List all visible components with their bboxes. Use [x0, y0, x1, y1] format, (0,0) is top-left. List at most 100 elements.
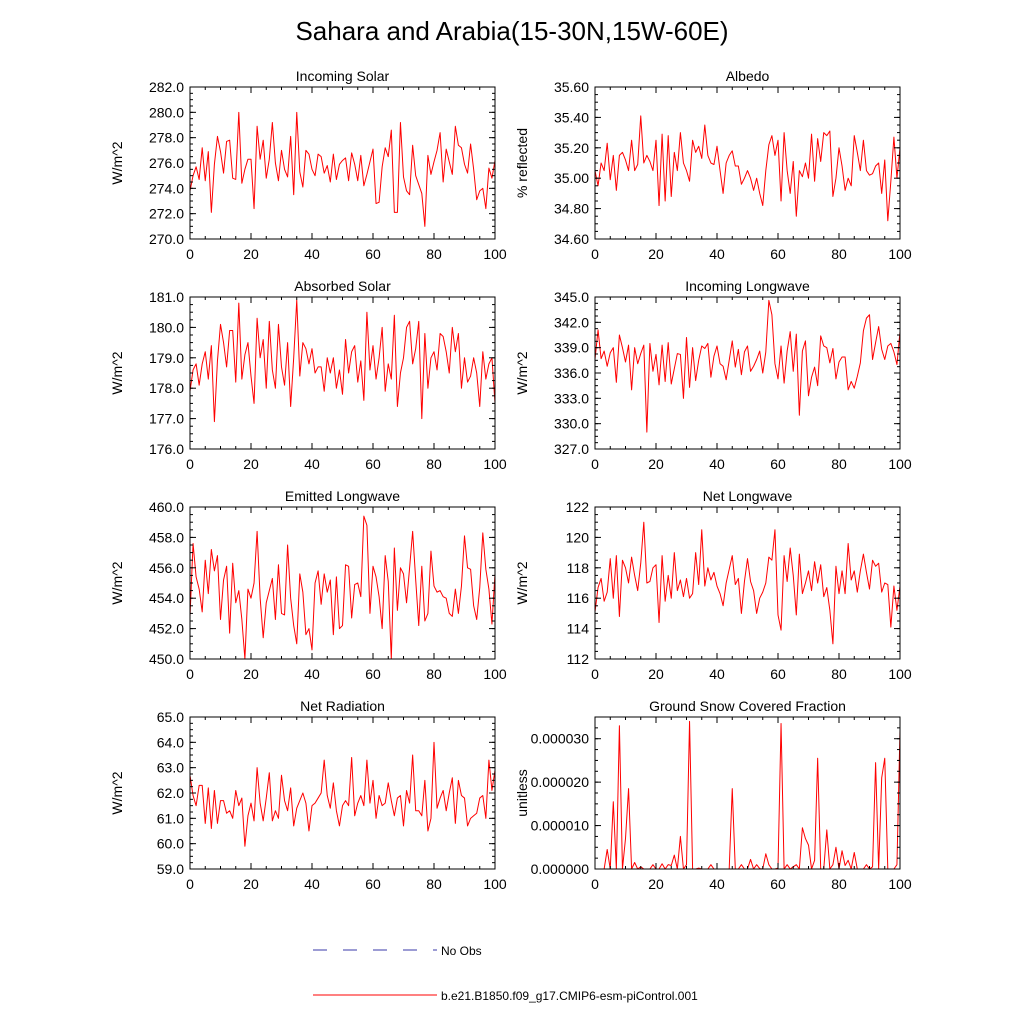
panel-title: Ground Snow Covered Fraction — [649, 698, 846, 714]
y-tick-label: 460.0 — [149, 499, 184, 515]
y-tick-label: 180.0 — [149, 319, 184, 335]
y-tick-label: 280.0 — [149, 104, 184, 120]
series-line — [189, 299, 496, 423]
x-tick-label: 100 — [888, 666, 912, 682]
x-tick-label: 80 — [831, 876, 847, 892]
x-tick-label: 40 — [709, 456, 725, 472]
x-tick-label: 0 — [186, 456, 194, 472]
panels-group: Incoming Solar W/m^2 0 20 40 60 80 100 270.0 272.… — [109, 68, 912, 892]
y-tick-label: 333.0 — [554, 390, 589, 406]
x-tick-label: 0 — [591, 666, 599, 682]
y-tick-label: 270.0 — [149, 231, 184, 247]
x-tick-label: 80 — [426, 246, 442, 262]
x-tick-label: 100 — [483, 246, 507, 262]
y-tick-label: 62.0 — [157, 785, 184, 801]
x-tick-label: 100 — [483, 456, 507, 472]
x-tick-label: 80 — [426, 666, 442, 682]
x-tick-label: 60 — [770, 876, 786, 892]
x-tick-label: 20 — [648, 456, 664, 472]
x-tick-label: 40 — [709, 666, 725, 682]
y-tick-label: 118 — [567, 560, 590, 576]
plot-frame — [594, 506, 901, 660]
x-tick-label: 40 — [304, 876, 320, 892]
x-tick-label: 80 — [831, 456, 847, 472]
x-tick-label: 80 — [426, 876, 442, 892]
x-tick-label: 100 — [888, 876, 912, 892]
y-tick-label: 35.20 — [554, 140, 589, 156]
y-tick-label: 274.0 — [149, 180, 184, 196]
x-tick-label: 20 — [243, 456, 259, 472]
x-tick-label: 20 — [243, 876, 259, 892]
y-tick-label: 178.0 — [149, 380, 184, 396]
plot-frame — [594, 86, 901, 240]
x-tick-label: 100 — [483, 876, 507, 892]
panel-title: Incoming Longwave — [685, 278, 810, 294]
y-axis-label: % reflected — [514, 128, 530, 198]
panel-title: Absorbed Solar — [294, 278, 391, 294]
y-tick-label: 0.000020 — [531, 774, 590, 790]
x-tick-label: 60 — [770, 246, 786, 262]
series-line — [189, 741, 496, 847]
series-line — [594, 299, 901, 433]
x-tick-label: 20 — [648, 876, 664, 892]
y-tick-label: 120 — [566, 529, 590, 545]
y-tick-label: 272.0 — [149, 206, 184, 222]
y-tick-label: 61.0 — [157, 810, 184, 826]
series-line — [189, 515, 496, 660]
x-tick-label: 0 — [186, 666, 194, 682]
plot-frame — [189, 506, 496, 660]
x-tick-label: 0 — [591, 456, 599, 472]
panel-title: Albedo — [726, 68, 770, 84]
y-tick-label: 65.0 — [157, 709, 184, 725]
y-tick-label: 177.0 — [149, 411, 184, 427]
legend-label-no-obs: No Obs — [441, 944, 482, 958]
plot-frame — [594, 716, 901, 870]
y-axis-label: W/m^2 — [109, 351, 125, 394]
panel-title: Net Radiation — [300, 698, 385, 714]
y-tick-label: 336.0 — [554, 365, 589, 381]
y-tick-label: 452.0 — [149, 621, 184, 637]
y-tick-label: 176.0 — [149, 441, 184, 457]
y-tick-label: 122 — [566, 499, 590, 515]
series-line — [594, 115, 901, 222]
x-tick-label: 100 — [483, 666, 507, 682]
y-axis-label: W/m^2 — [109, 561, 125, 604]
y-tick-label: 35.00 — [554, 170, 589, 186]
panel-title: Incoming Solar — [296, 68, 390, 84]
legend-label-model: b.e21.B1850.f09_g17.CMIP6-esm-piControl.… — [441, 989, 698, 1003]
x-tick-label: 40 — [304, 666, 320, 682]
panel-emitted-longwave: Emitted Longwave W/m^2 0 20 40 60 80 100 450.0 45… — [109, 488, 507, 682]
panel-ground-snow-covered-fraction: Ground Snow Covered Fraction unitless 0 20 4… — [514, 698, 912, 892]
panel-incoming-longwave: Incoming Longwave W/m^2 0 20 40 60 80 100 327.0 3… — [514, 278, 912, 472]
x-tick-label: 40 — [709, 246, 725, 262]
y-tick-label: 345.0 — [554, 289, 589, 305]
y-tick-label: 450.0 — [149, 651, 184, 667]
x-tick-label: 60 — [365, 456, 381, 472]
y-tick-label: 116 — [567, 590, 590, 606]
y-tick-label: 0.000010 — [531, 818, 590, 834]
y-tick-label: 278.0 — [149, 130, 184, 146]
y-axis-label: W/m^2 — [514, 351, 530, 394]
y-tick-label: 282.0 — [149, 79, 184, 95]
y-tick-label: 327.0 — [554, 441, 589, 457]
x-tick-label: 100 — [888, 456, 912, 472]
panel-incoming-solar: Incoming Solar W/m^2 0 20 40 60 80 100 270.0 272.… — [109, 68, 507, 262]
x-tick-label: 20 — [243, 666, 259, 682]
y-tick-label: 114 — [567, 621, 590, 637]
panel-albedo: Albedo % reflected 0 20 40 60 80 100 34.60 34.80 3… — [514, 68, 912, 262]
y-tick-label: 0.000000 — [531, 861, 590, 877]
figure-title: Sahara and Arabia(15-30N,15W-60E) — [295, 16, 728, 46]
x-tick-label: 60 — [770, 666, 786, 682]
y-tick-label: 34.80 — [554, 201, 589, 217]
y-tick-label: 59.0 — [157, 861, 184, 877]
series-line — [189, 111, 496, 227]
y-tick-label: 276.0 — [149, 155, 184, 171]
x-tick-label: 0 — [591, 876, 599, 892]
y-tick-label: 63.0 — [157, 760, 184, 776]
y-axis-label: W/m^2 — [109, 771, 125, 814]
y-tick-label: 458.0 — [149, 529, 184, 545]
legend: No Obs b.e21.B1850.f09_g17.CMIP6-esm-piCo… — [313, 944, 698, 1003]
y-tick-label: 112 — [567, 651, 590, 667]
y-tick-label: 342.0 — [554, 314, 589, 330]
